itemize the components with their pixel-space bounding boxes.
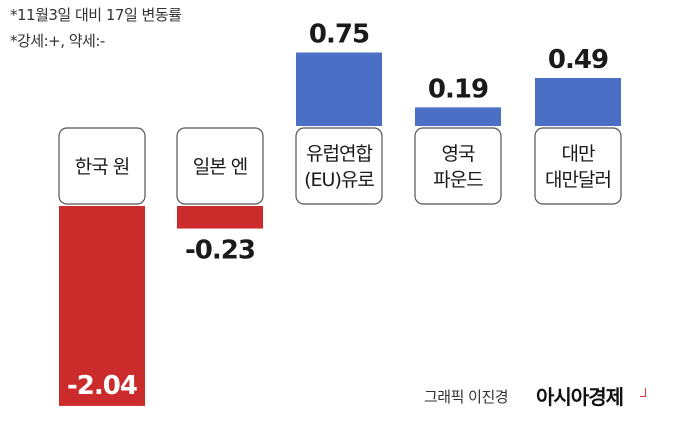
category-label-1-0: 일본 엔: [193, 156, 247, 178]
category-box-4: [534, 127, 622, 205]
value-label-1: -0.23: [185, 236, 255, 266]
graphic-credit: 그래픽 이진경: [424, 388, 509, 406]
bar-4: [535, 77, 621, 126]
chart-note-legend: *강세:+, 약세:-: [10, 32, 105, 50]
category-label-2-1: (EU)유로: [304, 169, 374, 191]
publisher-logo: 아시아경제: [536, 385, 624, 409]
logo-mark-icon: [640, 388, 646, 397]
category-box-3: [414, 127, 502, 205]
value-label-2: 0.75: [309, 20, 369, 50]
category-box-2: [295, 127, 383, 205]
bar-3: [415, 107, 501, 126]
bar-0: [59, 206, 145, 406]
value-label-4: 0.49: [548, 45, 608, 75]
category-label-4-0: 대만: [562, 143, 595, 165]
chart-note-period: *11월3일 대비 17일 변동률: [10, 6, 182, 24]
category-label-0-0: 한국 원: [75, 156, 129, 178]
value-label-0: -2.04: [67, 371, 137, 401]
value-label-3: 0.19: [428, 74, 488, 104]
category-box-1: [176, 127, 264, 205]
bar-2: [296, 52, 382, 126]
category-label-2-0: 유럽연합: [306, 143, 372, 165]
category-label-3-1: 파운드: [433, 169, 483, 191]
category-box-0: [58, 127, 146, 205]
category-label-4-1: 대만달러: [545, 169, 611, 191]
category-label-3-0: 영국: [442, 143, 475, 165]
bar-1: [177, 206, 263, 229]
